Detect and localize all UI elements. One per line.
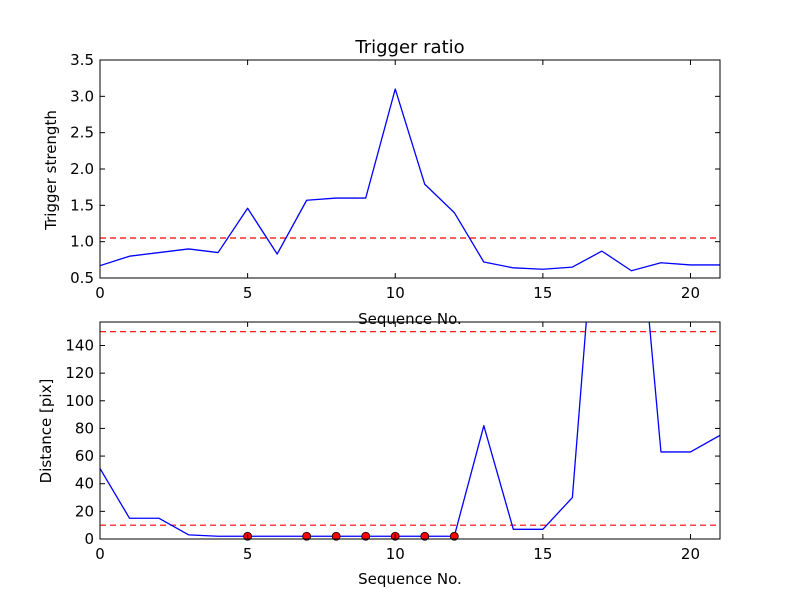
- y-tick-label: 0.5: [70, 269, 94, 287]
- x-tick-label: 20: [681, 284, 700, 302]
- x-tick-label: 15: [533, 284, 552, 302]
- data-point-marker: [420, 531, 430, 541]
- plot-area: [100, 88, 720, 272]
- y-tick-label: 1.5: [70, 196, 94, 214]
- data-point-marker: [361, 531, 371, 541]
- y-tick-label: 60: [75, 447, 94, 465]
- x-tick-label: 15: [533, 545, 552, 563]
- y-tick-label: 3.5: [70, 51, 94, 69]
- chart-title: Trigger ratio: [354, 37, 464, 58]
- y-tick-label: 1.0: [70, 233, 94, 251]
- trigger-ratio-chart: Trigger ratio Trigger strength Sequence …: [42, 37, 721, 328]
- y-tick-label: 0: [84, 530, 94, 548]
- x-tick-label: 10: [386, 284, 405, 302]
- x-tick-label: 5: [243, 545, 253, 563]
- y-tick-label: 100: [65, 392, 94, 410]
- y-tick-label: 20: [75, 502, 94, 520]
- series-line: [100, 322, 720, 537]
- y-tick-label: 40: [75, 475, 94, 493]
- x-tick-label: 5: [243, 284, 253, 302]
- y-tick-label: 2.5: [70, 124, 94, 142]
- y-axis-label: Distance [pix]: [37, 379, 55, 484]
- y-axis-label: Trigger strength: [42, 110, 60, 231]
- y-tick-label: 120: [65, 364, 94, 382]
- x-tick-label: 20: [681, 545, 700, 563]
- x-axis-label: Sequence No.: [358, 570, 462, 588]
- data-point-marker: [449, 531, 459, 541]
- y-tick-label: 80: [75, 419, 94, 437]
- distance-chart: Distance [pix] Sequence No. 0 5 10 15 20 0 20 4…: [37, 321, 721, 588]
- y-tick-label: 2.0: [70, 160, 94, 178]
- x-axis-label: Sequence No.: [358, 310, 462, 328]
- plot-frame: [99, 321, 721, 540]
- data-point-marker: [302, 531, 312, 541]
- x-tick-label: 10: [386, 545, 405, 563]
- x-tick-label: 0: [95, 284, 105, 302]
- x-tick-label: 0: [95, 545, 105, 563]
- series-line: [100, 88, 720, 272]
- plot-area: [100, 322, 720, 537]
- y-tick-label: 140: [65, 336, 94, 354]
- data-point-marker: [331, 531, 341, 541]
- y-tick-label: 3.0: [70, 87, 94, 105]
